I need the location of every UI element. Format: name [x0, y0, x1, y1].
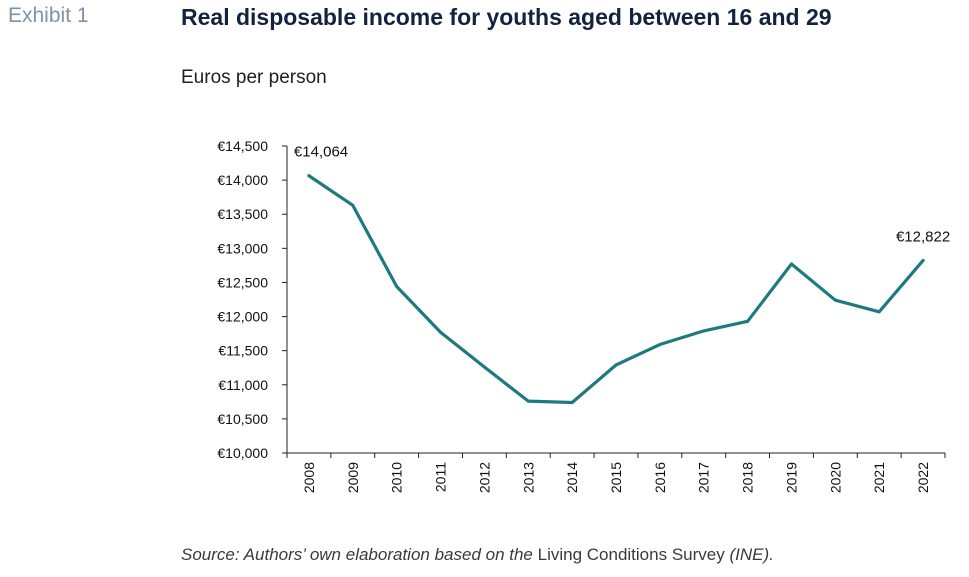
y-tick-label: €14,000: [217, 172, 268, 188]
data-point: [614, 363, 618, 367]
x-tick-label: 2010: [389, 462, 405, 493]
y-tick-label: €13,000: [217, 240, 268, 256]
data-label: €12,822: [896, 228, 950, 245]
y-tick-label: €11,000: [218, 377, 268, 393]
series-line: [307, 174, 925, 405]
y-tick-label: €10,500: [217, 411, 268, 427]
x-axis: 2008 2009 2010 2011 2012 2013 2014 2015 2016 2017…: [286, 452, 946, 493]
x-tick-label: 2019: [783, 462, 799, 493]
source-survey-name: Living Conditions Survey: [537, 545, 725, 564]
data-point: [746, 319, 750, 323]
chart-title: Real disposable income for youths aged b…: [181, 4, 832, 30]
x-tick-label: 2012: [476, 462, 492, 493]
data-point: [877, 310, 881, 314]
y-tick-label: €11,500: [218, 343, 268, 359]
data-point: [439, 330, 443, 334]
y-tick-label: €12,000: [217, 309, 268, 325]
data-point: [482, 365, 486, 369]
data-point: [658, 343, 662, 347]
x-tick-label: 2008: [301, 462, 317, 493]
chart-subtitle: Euros per person: [181, 67, 327, 88]
x-tick-label: 2020: [827, 462, 843, 493]
x-tick-label: 2018: [740, 462, 756, 493]
data-point: [351, 203, 355, 207]
data-point: [921, 258, 925, 262]
source-prefix: Source: Authors’ own elaboration based o…: [181, 545, 538, 564]
x-tick-label: 2015: [608, 462, 624, 493]
x-tick-label: 2014: [564, 462, 580, 493]
data-point: [833, 298, 837, 302]
source-note: Source: Authors’ own elaboration based o…: [181, 545, 774, 565]
x-tick-label: 2022: [915, 462, 931, 493]
data-point: [570, 401, 574, 405]
y-tick-label: €14,500: [217, 138, 268, 154]
x-tick-label: 2016: [652, 462, 668, 493]
data-point: [395, 285, 399, 289]
y-tick-label: €12,500: [217, 274, 268, 290]
x-tick-label: 2009: [345, 462, 361, 493]
data-point: [526, 399, 530, 403]
x-tick-label: 2017: [696, 462, 712, 493]
y-tick-label: €10,000: [217, 445, 268, 461]
x-tick-label: 2021: [871, 462, 887, 493]
source-suffix: (INE).: [724, 545, 774, 564]
data-point: [789, 262, 793, 266]
annotations: €14,064 €12,822: [294, 144, 950, 246]
exhibit-label: Exhibit 1: [8, 4, 89, 27]
x-tick-label: 2013: [520, 462, 536, 493]
data-label: €14,064: [294, 144, 348, 161]
data-point: [702, 329, 706, 333]
y-axis: €10,000 €10,500 €11,000 €11,500 €12,000 €12,5…: [217, 138, 288, 461]
data-point: [307, 174, 311, 178]
y-tick-label: €13,500: [217, 206, 268, 222]
series-group: [307, 174, 925, 405]
x-tick-label: 2011: [433, 462, 449, 492]
